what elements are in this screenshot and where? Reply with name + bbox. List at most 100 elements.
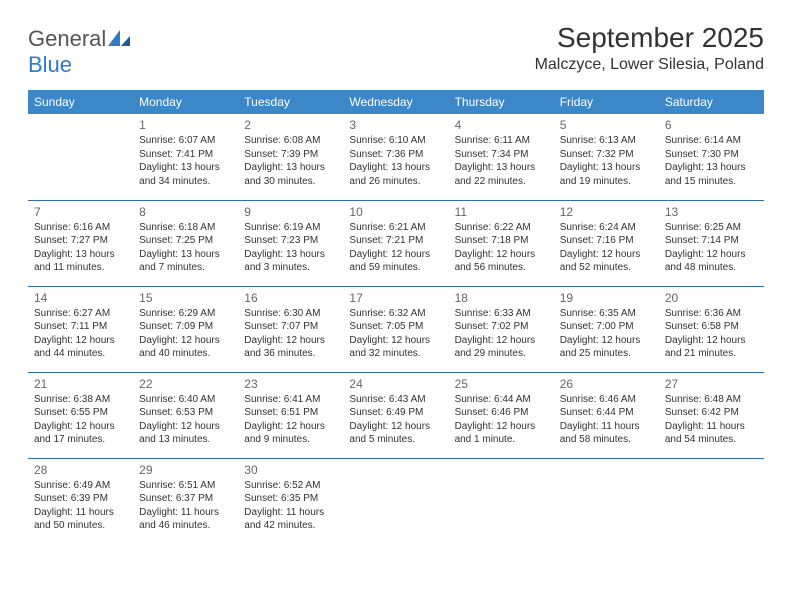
sunset-text: Sunset: 7:23 PM: [244, 234, 337, 248]
sunrise-text: Sunrise: 6:21 AM: [349, 221, 442, 235]
sunset-text: Sunset: 6:51 PM: [244, 406, 337, 420]
dl1-text: Daylight: 12 hours: [455, 420, 548, 434]
sunset-text: Sunset: 7:41 PM: [139, 148, 232, 162]
day-number: 25: [455, 376, 548, 392]
calendar-cell: 4Sunrise: 6:11 AMSunset: 7:34 PMDaylight…: [449, 114, 554, 200]
dl1-text: Daylight: 12 hours: [349, 248, 442, 262]
dl2-text: and 36 minutes.: [244, 347, 337, 361]
dl2-text: and 5 minutes.: [349, 433, 442, 447]
day-number: 21: [34, 376, 127, 392]
calendar-cell: 11Sunrise: 6:22 AMSunset: 7:18 PMDayligh…: [449, 200, 554, 286]
calendar-cell-empty: [554, 458, 659, 544]
sunset-text: Sunset: 7:11 PM: [34, 320, 127, 334]
sunset-text: Sunset: 6:37 PM: [139, 492, 232, 506]
sunrise-text: Sunrise: 6:49 AM: [34, 479, 127, 493]
day-number: 22: [139, 376, 232, 392]
day-number: 12: [560, 204, 653, 220]
dl1-text: Daylight: 12 hours: [665, 248, 758, 262]
sunset-text: Sunset: 6:35 PM: [244, 492, 337, 506]
calendar-cell: 6Sunrise: 6:14 AMSunset: 7:30 PMDaylight…: [659, 114, 764, 200]
calendar-row: 7Sunrise: 6:16 AMSunset: 7:27 PMDaylight…: [28, 200, 764, 286]
sunset-text: Sunset: 6:49 PM: [349, 406, 442, 420]
dl1-text: Daylight: 13 hours: [349, 161, 442, 175]
dl1-text: Daylight: 13 hours: [560, 161, 653, 175]
calendar-cell: 8Sunrise: 6:18 AMSunset: 7:25 PMDaylight…: [133, 200, 238, 286]
dl2-text: and 30 minutes.: [244, 175, 337, 189]
dl1-text: Daylight: 13 hours: [139, 161, 232, 175]
calendar-cell: 1Sunrise: 6:07 AMSunset: 7:41 PMDaylight…: [133, 114, 238, 200]
sunset-text: Sunset: 7:05 PM: [349, 320, 442, 334]
dl2-text: and 13 minutes.: [139, 433, 232, 447]
calendar-page: General Blue September 2025 Malczyce, Lo…: [0, 0, 792, 566]
dl1-text: Daylight: 12 hours: [244, 334, 337, 348]
dl2-text: and 19 minutes.: [560, 175, 653, 189]
sunrise-text: Sunrise: 6:22 AM: [455, 221, 548, 235]
day-header-row: Sunday Monday Tuesday Wednesday Thursday…: [28, 90, 764, 114]
sunset-text: Sunset: 6:55 PM: [34, 406, 127, 420]
dl2-text: and 29 minutes.: [455, 347, 548, 361]
dl1-text: Daylight: 12 hours: [244, 420, 337, 434]
calendar-cell: 18Sunrise: 6:33 AMSunset: 7:02 PMDayligh…: [449, 286, 554, 372]
sunrise-text: Sunrise: 6:07 AM: [139, 134, 232, 148]
sunset-text: Sunset: 7:07 PM: [244, 320, 337, 334]
calendar-cell: 16Sunrise: 6:30 AMSunset: 7:07 PMDayligh…: [238, 286, 343, 372]
dl2-text: and 22 minutes.: [455, 175, 548, 189]
dl2-text: and 42 minutes.: [244, 519, 337, 533]
dl2-text: and 40 minutes.: [139, 347, 232, 361]
day-number: 13: [665, 204, 758, 220]
sunrise-text: Sunrise: 6:10 AM: [349, 134, 442, 148]
sunset-text: Sunset: 7:39 PM: [244, 148, 337, 162]
calendar-cell: 23Sunrise: 6:41 AMSunset: 6:51 PMDayligh…: [238, 372, 343, 458]
day-number: 2: [244, 117, 337, 133]
calendar-cell: 2Sunrise: 6:08 AMSunset: 7:39 PMDaylight…: [238, 114, 343, 200]
sunset-text: Sunset: 6:53 PM: [139, 406, 232, 420]
dl1-text: Daylight: 12 hours: [34, 334, 127, 348]
calendar-cell: 25Sunrise: 6:44 AMSunset: 6:46 PMDayligh…: [449, 372, 554, 458]
logo-text: General Blue: [28, 26, 130, 78]
dl2-text: and 7 minutes.: [139, 261, 232, 275]
day-number: 29: [139, 462, 232, 478]
day-number: 30: [244, 462, 337, 478]
calendar-cell: 3Sunrise: 6:10 AMSunset: 7:36 PMDaylight…: [343, 114, 448, 200]
day-header: Wednesday: [343, 90, 448, 114]
dl1-text: Daylight: 11 hours: [665, 420, 758, 434]
location: Malczyce, Lower Silesia, Poland: [535, 56, 764, 74]
dl1-text: Daylight: 13 hours: [455, 161, 548, 175]
dl1-text: Daylight: 12 hours: [455, 248, 548, 262]
day-header: Tuesday: [238, 90, 343, 114]
sunset-text: Sunset: 7:21 PM: [349, 234, 442, 248]
calendar-table: Sunday Monday Tuesday Wednesday Thursday…: [28, 90, 764, 544]
calendar-cell-empty: [449, 458, 554, 544]
calendar-cell: 19Sunrise: 6:35 AMSunset: 7:00 PMDayligh…: [554, 286, 659, 372]
dl2-text: and 21 minutes.: [665, 347, 758, 361]
dl2-text: and 26 minutes.: [349, 175, 442, 189]
calendar-cell-empty: [343, 458, 448, 544]
calendar-cell: 7Sunrise: 6:16 AMSunset: 7:27 PMDaylight…: [28, 200, 133, 286]
calendar-cell: 5Sunrise: 6:13 AMSunset: 7:32 PMDaylight…: [554, 114, 659, 200]
calendar-cell: 17Sunrise: 6:32 AMSunset: 7:05 PMDayligh…: [343, 286, 448, 372]
sunset-text: Sunset: 6:39 PM: [34, 492, 127, 506]
title-block: September 2025 Malczyce, Lower Silesia, …: [535, 22, 764, 74]
day-number: 18: [455, 290, 548, 306]
day-number: 10: [349, 204, 442, 220]
dl1-text: Daylight: 11 hours: [139, 506, 232, 520]
calendar-cell: 28Sunrise: 6:49 AMSunset: 6:39 PMDayligh…: [28, 458, 133, 544]
sunset-text: Sunset: 7:18 PM: [455, 234, 548, 248]
sunset-text: Sunset: 7:02 PM: [455, 320, 548, 334]
dl2-text: and 9 minutes.: [244, 433, 337, 447]
calendar-cell: 29Sunrise: 6:51 AMSunset: 6:37 PMDayligh…: [133, 458, 238, 544]
calendar-cell: 13Sunrise: 6:25 AMSunset: 7:14 PMDayligh…: [659, 200, 764, 286]
calendar-cell: 30Sunrise: 6:52 AMSunset: 6:35 PMDayligh…: [238, 458, 343, 544]
day-number: 7: [34, 204, 127, 220]
sunrise-text: Sunrise: 6:36 AM: [665, 307, 758, 321]
calendar-cell-empty: [659, 458, 764, 544]
day-number: 5: [560, 117, 653, 133]
logo-sail-icon: [108, 30, 130, 51]
day-header: Sunday: [28, 90, 133, 114]
sunrise-text: Sunrise: 6:08 AM: [244, 134, 337, 148]
dl2-text: and 44 minutes.: [34, 347, 127, 361]
dl1-text: Daylight: 12 hours: [455, 334, 548, 348]
sunset-text: Sunset: 6:58 PM: [665, 320, 758, 334]
sunrise-text: Sunrise: 6:40 AM: [139, 393, 232, 407]
dl2-text: and 58 minutes.: [560, 433, 653, 447]
